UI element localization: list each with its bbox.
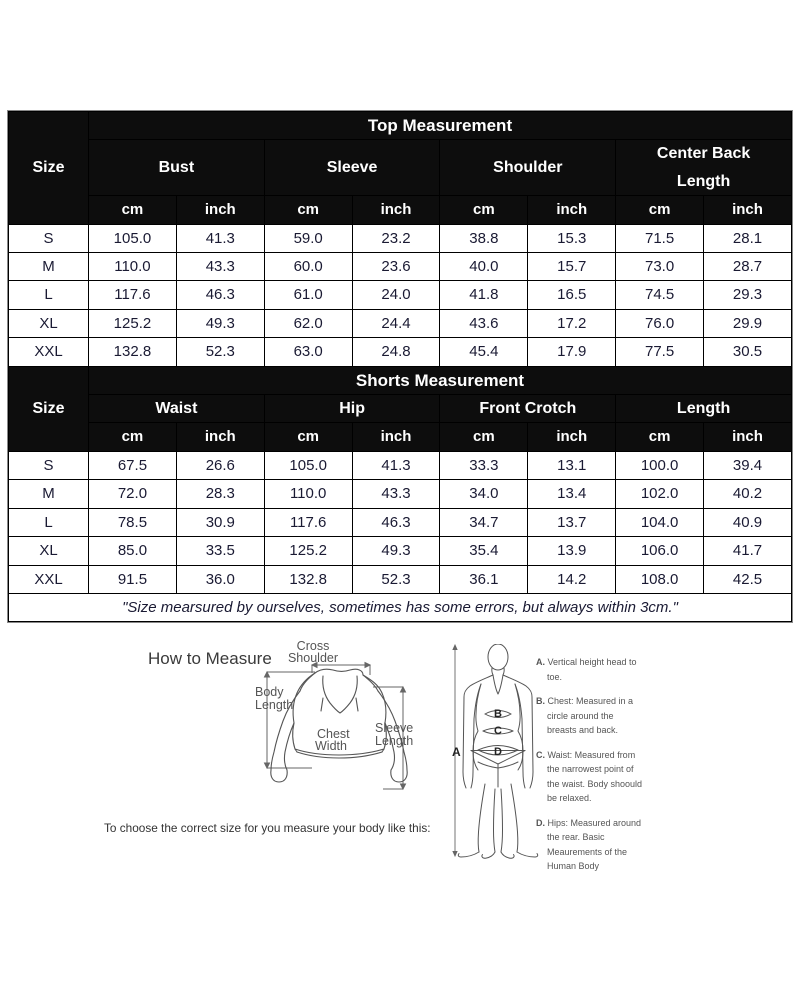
svg-text:A: A	[452, 745, 461, 759]
svg-text:Body: Body	[255, 685, 284, 699]
svg-text:C: C	[494, 725, 502, 737]
svg-text:B: B	[494, 708, 502, 720]
svg-text:D: D	[494, 746, 502, 758]
svg-text:Length: Length	[375, 734, 413, 748]
svg-text:Sleeve: Sleeve	[375, 721, 413, 735]
svg-text:Shoulder: Shoulder	[288, 651, 338, 665]
svg-text:Width: Width	[315, 739, 347, 753]
